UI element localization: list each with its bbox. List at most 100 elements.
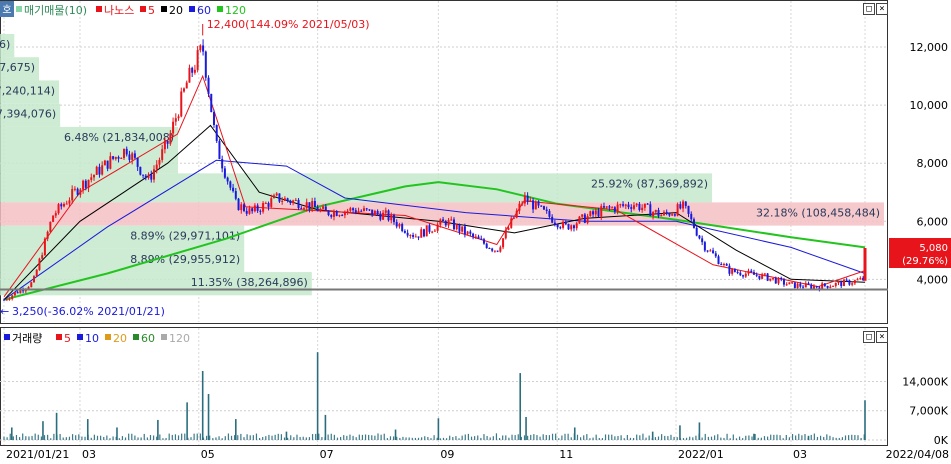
volume-bar-minor <box>40 436 43 440</box>
volume-bar-minor <box>517 434 519 440</box>
volume-ma-legend-swatch <box>161 334 167 340</box>
volume-bar-minor <box>209 435 211 440</box>
ma120-line <box>3 181 866 301</box>
volume-bar-minor <box>34 433 36 440</box>
volume-bar-minor <box>505 435 507 440</box>
volume-bar-minor <box>732 434 734 440</box>
volume-bar-minor <box>614 436 616 440</box>
candle-body <box>169 133 172 144</box>
candle-body <box>362 208 365 211</box>
volume-bar-minor <box>162 438 164 440</box>
ma20-line <box>3 124 866 301</box>
candle-body <box>128 154 131 160</box>
candle-body <box>493 250 496 252</box>
candle-body <box>131 153 134 160</box>
volume-bar-minor <box>798 433 800 440</box>
candle-body <box>38 258 41 270</box>
volume-bar-minor <box>327 434 329 440</box>
candle-body <box>330 215 333 217</box>
candle-body <box>638 203 641 211</box>
candle-body <box>398 224 401 227</box>
candle-body <box>807 283 810 285</box>
candle-body <box>229 181 232 188</box>
volume-bar-minor <box>90 437 92 440</box>
volume-bar-minor <box>848 435 850 440</box>
volume-profile-bar <box>0 126 179 174</box>
volume-bar-minor <box>819 435 822 440</box>
candle-body <box>202 45 205 52</box>
candle-body <box>106 160 109 169</box>
candle-body <box>343 211 346 216</box>
candle-body <box>815 286 818 288</box>
volume-bar-minor <box>411 437 413 440</box>
candle-body <box>840 281 843 287</box>
candle-body <box>662 211 665 216</box>
price-ma-legend-swatch <box>189 6 195 12</box>
volume-bar-minor <box>729 438 731 440</box>
volume-bar-minor <box>776 434 778 440</box>
candle-body <box>193 69 196 73</box>
volume-bar-minor <box>234 435 236 440</box>
restore-button[interactable]: □ <box>863 3 875 15</box>
volume-bar-minor <box>548 435 551 440</box>
volume-bar-minor <box>156 436 158 440</box>
candle-body <box>791 282 794 284</box>
volume-bar-minor <box>785 434 787 440</box>
candle-body <box>68 200 71 204</box>
x-tick-label: 03 <box>793 448 807 461</box>
volume-bar-minor <box>112 436 114 440</box>
candle-body <box>439 219 442 225</box>
candle-body <box>32 276 35 283</box>
current-price-badge: 5,080 (29.76%) <box>889 238 951 268</box>
candle-body <box>272 195 275 199</box>
volume-bar-minor <box>632 437 635 440</box>
volume-bar-minor <box>589 438 591 440</box>
candle-body <box>742 275 745 277</box>
volume-profile-bar <box>0 248 245 273</box>
candle-body <box>788 282 791 285</box>
volume-bar-minor <box>137 437 139 440</box>
volume-bar-minor <box>290 435 292 440</box>
volume-bar-minor <box>598 437 600 440</box>
volume-bar-minor <box>470 436 473 440</box>
candle-body <box>712 250 715 254</box>
volume-bar-minor <box>751 436 753 440</box>
candle-body <box>485 243 488 248</box>
candle-body <box>812 286 815 289</box>
volume-bar-minor <box>392 436 395 440</box>
volume-bar-minor <box>748 435 750 440</box>
candle-body <box>218 140 221 160</box>
candle-body <box>542 206 545 210</box>
candle-body <box>635 203 638 206</box>
volume-bar-minor <box>829 435 831 440</box>
volume-restore-button[interactable]: □ <box>863 331 875 343</box>
candle-body <box>720 264 723 266</box>
volume-tick-label: 14,000K <box>902 375 948 388</box>
volume-bar-minor <box>396 436 398 440</box>
volume-bar-minor <box>364 434 367 440</box>
candle-body <box>245 210 248 214</box>
volume-bar-minor <box>648 435 650 440</box>
high-annotation-label: 12,400(144.09% 2021/05/03) <box>207 18 370 31</box>
candle-body <box>469 231 472 234</box>
volume-bar-minor <box>78 434 80 440</box>
candle-body <box>641 207 644 211</box>
price-legend: 호 매기매물(10) 나노스 5 20 60 120 <box>0 1 246 17</box>
candle-body <box>455 224 458 230</box>
volume-bar-minor <box>318 433 320 440</box>
volume-close-button[interactable]: × <box>876 331 888 343</box>
volume-bar-minor <box>695 435 697 440</box>
volume-bar-minor <box>15 435 18 440</box>
volume-profile-label: 32.18% (108,458,484) <box>756 206 880 219</box>
chart-type-icon[interactable] <box>0 1 14 17</box>
volume-ma-legend-swatch <box>105 334 111 340</box>
candle-body <box>60 204 63 207</box>
volume-bar-minor <box>782 438 784 440</box>
volume-bar-minor <box>311 434 314 440</box>
x-tick-label: 2022/01 <box>678 448 724 461</box>
close-button[interactable]: × <box>876 3 888 15</box>
candle-body <box>57 204 60 214</box>
candle-body <box>87 179 90 188</box>
candle-body <box>671 214 674 216</box>
volume-bar-minor <box>626 434 628 440</box>
